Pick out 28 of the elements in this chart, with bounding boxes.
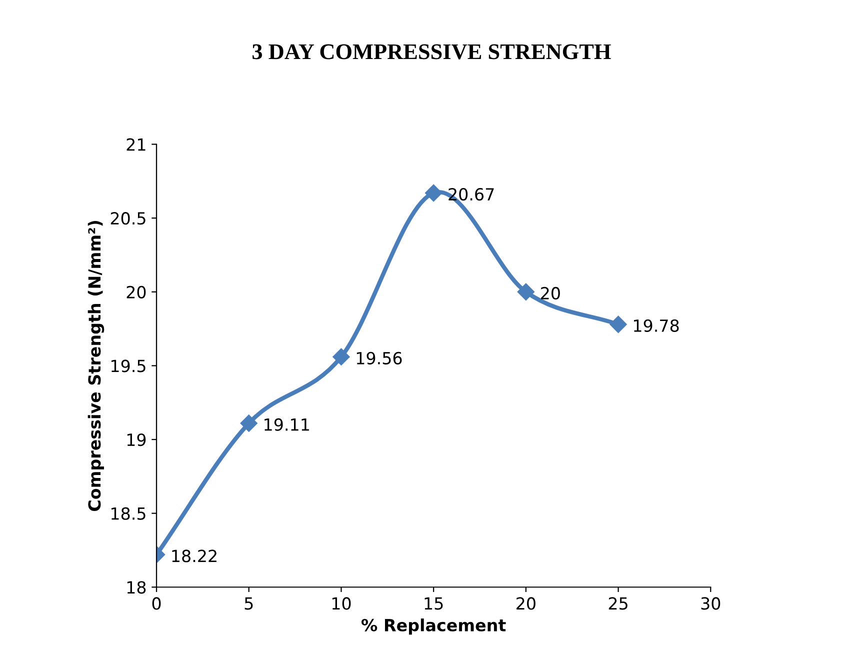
x-tick-label: 30 [701, 597, 720, 610]
x-tick-label: 25 [608, 597, 628, 610]
point [517, 283, 534, 300]
data-label: 19.78 [634, 319, 679, 332]
y-tick-label: 20 [126, 286, 146, 298]
x-tick-label: 10 [332, 597, 351, 610]
data-label: 20 [541, 286, 560, 300]
data-label: 19.56 [356, 352, 402, 364]
x-tick-label: 5 [244, 597, 253, 610]
point [425, 184, 442, 202]
x-axis-title: % Replacement [362, 618, 506, 635]
chart-title: 3 DAY COMPRESSIVE STRENGTH [252, 44, 611, 60]
x-tick-label: 0 [152, 597, 161, 610]
point [240, 414, 258, 432]
y-tick-label: 21 [126, 138, 146, 151]
y-tick-label: 19.5 [112, 360, 146, 372]
y-tick-label: 19 [127, 433, 146, 446]
data-label: 18.22 [172, 550, 216, 562]
y-tick-label: 20.5 [110, 212, 146, 225]
y-axis-title: Compressive Strength (N/mm²) [88, 221, 104, 511]
data-label: 19.11 [264, 418, 309, 431]
x-tick-label: 15 [424, 597, 443, 610]
x-tick-label: 20 [516, 597, 536, 610]
y-tick-label: 18 [127, 581, 146, 594]
point [332, 348, 350, 366]
data-label: 20.67 [448, 188, 494, 201]
point [610, 316, 627, 333]
y-tick-label: 18.5 [112, 507, 146, 520]
